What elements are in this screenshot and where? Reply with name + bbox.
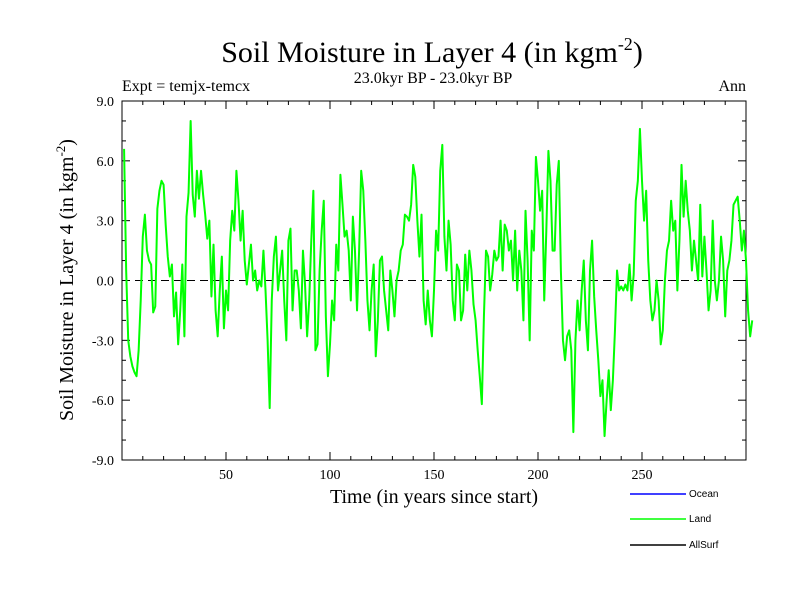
- y-axis-label-close: ): [56, 139, 78, 146]
- y-tick-label: 0.0: [97, 275, 115, 290]
- series-line-land: [123, 119, 754, 438]
- y-tick-label: -9.0: [92, 454, 114, 469]
- chart-title: Soil Moisture in Layer 4 (in kgm-2): [221, 34, 643, 69]
- legend-label-ocean: Ocean: [689, 489, 718, 500]
- season-label: Ann: [718, 78, 746, 95]
- x-axis-label: Time (in years since start): [330, 486, 538, 508]
- legend: Ocean Land AllSurf: [630, 489, 719, 551]
- legend-label-allsurf: AllSurf: [689, 540, 719, 551]
- y-axis-label: Soil Moisture in Layer 4 (in kgm-2): [53, 139, 78, 421]
- y-tick-label: 9.0: [97, 95, 115, 110]
- period-label: 23.0kyr BP - 23.0kyr BP: [354, 70, 513, 87]
- chart-title-superscript: -2: [618, 34, 633, 54]
- x-tick-label: 200: [528, 468, 549, 483]
- chart-title-close: ): [633, 36, 643, 69]
- x-tick-label: 100: [320, 468, 341, 483]
- y-tick-label: 3.0: [97, 215, 115, 230]
- y-tick-label: 6.0: [97, 155, 115, 170]
- legend-label-land: Land: [689, 514, 711, 525]
- tick-labels: -9.0 -6.0 -3.0 0.0 3.0 6.0 9.0 50 100 150 200 250: [92, 95, 653, 483]
- x-tick-label: 50: [219, 468, 233, 483]
- y-tick-label: -3.0: [92, 334, 114, 349]
- experiment-label: Expt = temjx-temcx: [122, 78, 250, 95]
- x-tick-label: 250: [632, 468, 653, 483]
- y-axis-label-superscript: -2: [53, 146, 68, 157]
- y-tick-label: -6.0: [92, 394, 114, 409]
- x-tick-label: 150: [424, 468, 445, 483]
